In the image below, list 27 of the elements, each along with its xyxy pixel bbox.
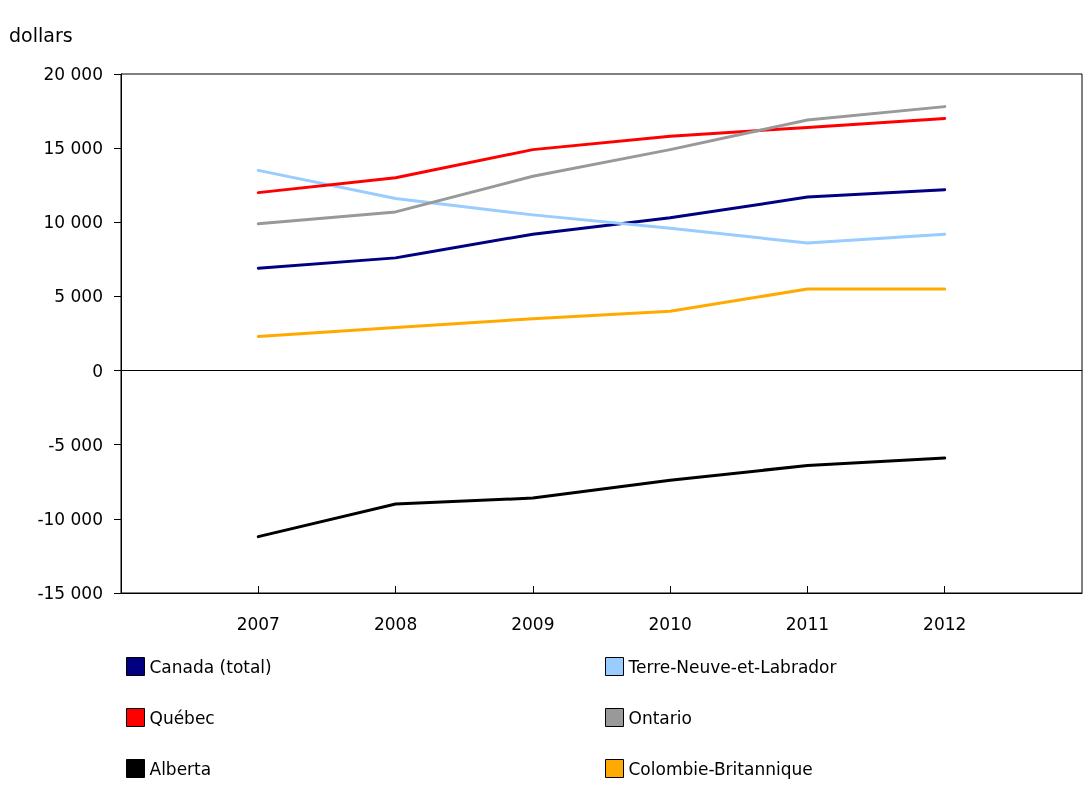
x-tick-label: 2011: [785, 613, 830, 634]
y-tick-label: 20 000: [43, 64, 103, 84]
line-series: [256, 287, 947, 338]
y-tick-label: -15 000: [37, 583, 103, 603]
legend-label: Colombie-Britannique: [628, 758, 813, 779]
y-tick-label: -5 000: [48, 434, 103, 455]
legend-label: Québec: [149, 707, 215, 728]
line-series: [256, 116, 947, 195]
legend-label: Ontario: [628, 707, 692, 728]
y-tick-label: 0: [92, 360, 103, 381]
line-series: [256, 188, 947, 270]
y-tick-label: 15 000: [43, 138, 103, 159]
x-tick-label: 2007: [236, 613, 280, 634]
y-tick-label: 5 000: [54, 286, 103, 307]
x-tick-label: 2009: [511, 613, 555, 634]
x-tick-label: 2010: [648, 613, 692, 634]
line-series: [256, 105, 947, 226]
x-tick-label: 2008: [373, 613, 418, 634]
line-series: [256, 168, 947, 245]
legend-label: Alberta: [149, 758, 212, 779]
line-series: [256, 456, 947, 539]
y-tick-label: 10 000: [43, 212, 103, 233]
x-tick-label: 2012: [923, 613, 967, 634]
y-axis-title: dollars: [9, 23, 73, 46]
legend-label: Terre-Neuve-et-Labrador: [627, 656, 837, 677]
y-tick-label: -10 000: [37, 508, 103, 529]
legend-label: Canada (total): [149, 656, 272, 677]
